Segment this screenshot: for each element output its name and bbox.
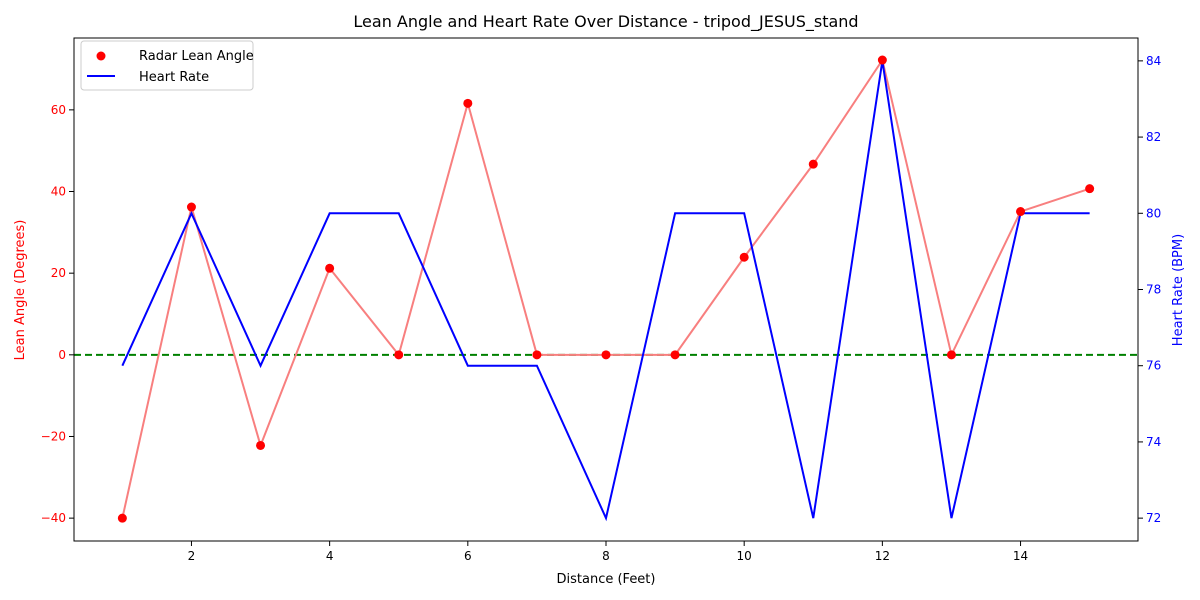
- lean-angle-point: [463, 98, 473, 108]
- y-left-tick-label: 0: [58, 348, 66, 362]
- lean-angle-point: [808, 159, 818, 169]
- lean-angle-point: [1016, 207, 1026, 217]
- lean-angle-point: [601, 350, 611, 360]
- x-tick-label: 4: [326, 549, 334, 563]
- x-tick-label: 6: [464, 549, 472, 563]
- y-left-tick-label: 20: [51, 266, 66, 280]
- lean-angle-point: [532, 350, 542, 360]
- y-left-tick-label: 40: [51, 185, 66, 199]
- heart-rate-line: [121, 60, 1090, 522]
- y-axis-left-label: Lean Angle (Degrees): [13, 220, 28, 361]
- lean-angle-point: [1085, 184, 1095, 194]
- lean-angle-point: [877, 55, 887, 65]
- legend-label-lean-angle: Radar Lean Angle: [139, 49, 254, 64]
- lean-angle-points: [117, 55, 1095, 523]
- lean-angle-line: [121, 57, 1090, 519]
- y-right-tick-label: 72: [1146, 511, 1161, 525]
- lean-angle-point: [325, 263, 335, 273]
- y-right-tick-label: 84: [1146, 54, 1161, 68]
- lean-angle-point: [739, 252, 749, 262]
- lean-angle-path: [121, 57, 1090, 519]
- plot-frame: [73, 37, 1139, 542]
- y-axis-right-label: Heart Rate (BPM): [1171, 234, 1186, 346]
- x-tick-label: 2: [188, 549, 196, 563]
- x-tick-label: 14: [1013, 549, 1028, 563]
- lean-angle-point: [117, 513, 127, 523]
- x-tick-label: 8: [602, 549, 610, 563]
- lean-angle-point: [186, 202, 196, 212]
- heart-rate-path: [121, 60, 1090, 522]
- lean-angle-point: [946, 350, 956, 360]
- chart-title: Lean Angle and Heart Rate Over Distance …: [353, 12, 858, 32]
- y-axis-right: 72 74 76 78 80 82 84: [1138, 54, 1161, 525]
- lean-angle-point: [394, 350, 404, 360]
- y-right-tick-label: 74: [1146, 435, 1161, 449]
- y-right-tick-label: 82: [1146, 130, 1161, 144]
- x-axis-label: Distance (Feet): [557, 572, 656, 587]
- x-tick-label: 12: [875, 549, 890, 563]
- legend: Radar Lean Angle Heart Rate: [80, 40, 254, 91]
- lean-angle-point: [256, 440, 266, 450]
- y-axis-left: −40 −20 0 20 40 60: [41, 103, 74, 525]
- x-axis: 2 4 6 8 10 12 14: [188, 541, 1028, 563]
- y-left-tick-label: 60: [51, 103, 66, 117]
- legend-box: [80, 40, 254, 91]
- y-left-tick-label: −40: [41, 511, 66, 525]
- y-right-tick-label: 76: [1146, 359, 1161, 373]
- legend-marker-lean-angle: [96, 51, 106, 61]
- y-right-tick-label: 78: [1146, 283, 1161, 297]
- x-tick-label: 10: [737, 549, 752, 563]
- lean-angle-point: [670, 350, 680, 360]
- y-left-tick-label: −20: [41, 429, 66, 443]
- plot-area: [73, 37, 1139, 542]
- legend-label-heart-rate: Heart Rate: [139, 70, 209, 85]
- y-right-tick-label: 80: [1146, 206, 1161, 220]
